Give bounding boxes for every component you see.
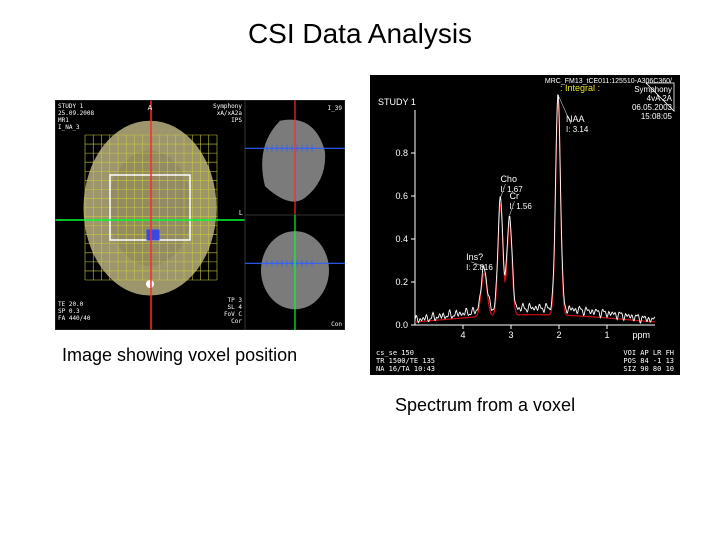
right-caption: Spectrum from a voxel (395, 395, 575, 416)
svg-text:SIZ 90 80 10: SIZ 90 80 10 (623, 365, 674, 373)
svg-text:I: 2.816: I: 2.816 (466, 263, 493, 272)
svg-text:0.2: 0.2 (395, 277, 408, 287)
svg-text:I_NA_3: I_NA_3 (58, 124, 80, 131)
svg-text:xA/xA2a: xA/xA2a (217, 110, 243, 117)
svg-text:FA 440/40: FA 440/40 (58, 315, 91, 322)
svg-text:: Integral :: : Integral : (560, 83, 600, 93)
svg-text:TR 1500/TE 135: TR 1500/TE 135 (376, 357, 435, 365)
svg-text:1: 1 (604, 330, 609, 340)
spectrum-image: 4321ppm0.00.20.40.60.8NAAI: 3.14CrI: 1.5… (370, 75, 680, 375)
svg-text:IPS: IPS (231, 117, 242, 124)
svg-text:FoV C: FoV C (224, 311, 242, 318)
svg-text:0.4: 0.4 (395, 234, 408, 244)
svg-text:STUDY 1: STUDY 1 (58, 103, 84, 110)
svg-text:Con: Con (331, 321, 342, 328)
svg-text:I: 1.56: I: 1.56 (510, 202, 533, 211)
svg-text:4vA 2A: 4vA 2A (647, 94, 673, 103)
svg-text:2: 2 (556, 330, 561, 340)
svg-text:06.05.2003: 06.05.2003 (632, 103, 673, 112)
svg-text:I: 1.67: I: 1.67 (500, 185, 523, 194)
svg-text:I_39: I_39 (328, 105, 343, 112)
svg-text:I: 3.14: I: 3.14 (566, 125, 589, 134)
voxel-position-image: STUDY 125.09.2008MR1I_NA_3 SymphonyxA/xA2… (55, 100, 345, 330)
svg-text:0.6: 0.6 (395, 191, 408, 201)
left-caption: Image showing voxel position (62, 345, 297, 366)
svg-text:25.09.2008: 25.09.2008 (58, 110, 95, 117)
svg-text:SP 0.3: SP 0.3 (58, 308, 80, 315)
svg-text:MR1: MR1 (58, 117, 69, 124)
svg-text:Symphony: Symphony (213, 103, 242, 110)
svg-text:Symphony: Symphony (634, 85, 672, 94)
svg-text:Cho: Cho (500, 174, 517, 184)
svg-text:Ins?: Ins? (466, 252, 483, 262)
svg-text:TE 20.0: TE 20.0 (58, 301, 84, 308)
svg-text:cs_se 150: cs_se 150 (376, 349, 414, 357)
svg-text:STUDY 1: STUDY 1 (378, 97, 416, 107)
svg-text:3: 3 (508, 330, 513, 340)
svg-text:ppm: ppm (632, 330, 650, 340)
svg-text:15:08:05: 15:08:05 (641, 112, 673, 121)
svg-text:VOI AP LR FH: VOI AP LR FH (623, 349, 674, 357)
svg-text:TP 3: TP 3 (228, 297, 243, 304)
svg-text:Cor: Cor (231, 318, 242, 325)
page-title: CSI Data Analysis (0, 18, 720, 50)
svg-text:POS 84 -1 13: POS 84 -1 13 (623, 357, 674, 365)
svg-text:L: L (239, 210, 243, 217)
svg-text:0.8: 0.8 (395, 148, 408, 158)
svg-text:4: 4 (460, 330, 465, 340)
svg-text:A: A (148, 105, 153, 112)
svg-text:0.0: 0.0 (395, 320, 408, 330)
svg-text:SL 4: SL 4 (228, 304, 243, 311)
svg-text:NA 16/TA 10:43: NA 16/TA 10:43 (376, 365, 435, 373)
